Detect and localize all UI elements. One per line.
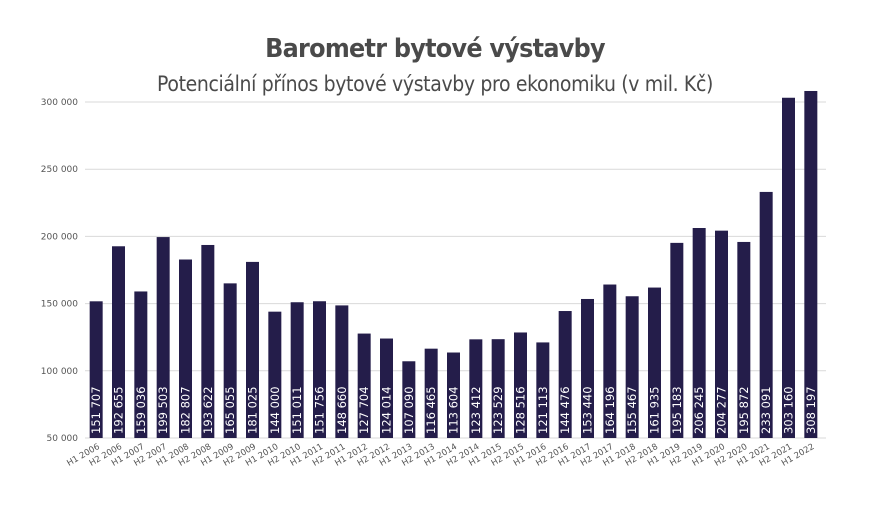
bar-value-label: 123 412	[469, 386, 483, 434]
bar-value-label: 165 055	[223, 386, 237, 434]
value-labels: 151 707 192 655 159 036 199 503 182 807 193 6…	[89, 386, 818, 434]
bar	[313, 301, 326, 438]
bar	[648, 287, 661, 438]
bar	[89, 301, 103, 438]
bar-value-label: 144 476	[558, 386, 572, 434]
bar-value-label: 193 622	[201, 386, 215, 434]
bar	[447, 352, 460, 438]
bar-value-label: 107 090	[402, 386, 416, 434]
bar-value-label: 199 503	[156, 386, 170, 434]
bar	[737, 241, 751, 438]
bar-value-label: 128 516	[514, 386, 528, 434]
bar	[715, 230, 728, 438]
bar	[670, 242, 684, 438]
bar	[268, 311, 282, 438]
bar-value-label: 206 245	[692, 386, 706, 434]
y-tick-label: 150 000	[41, 300, 78, 310]
bar	[402, 361, 416, 438]
bar	[424, 348, 438, 438]
bar-value-label: 144 000	[268, 386, 282, 434]
bar-value-label: 148 660	[335, 386, 349, 434]
bar-value-label: 113 604	[447, 386, 461, 434]
bar	[692, 228, 706, 438]
bar-value-label: 127 704	[357, 386, 371, 434]
bar-value-label: 204 277	[715, 386, 729, 434]
bar	[536, 342, 550, 438]
bar-value-label: 303 160	[782, 386, 796, 434]
bar	[625, 296, 639, 438]
bar-value-label: 116 465	[424, 386, 438, 434]
bar-value-label: 155 467	[625, 386, 639, 434]
y-tick-label: 250 000	[41, 165, 78, 175]
bar	[201, 244, 215, 438]
bar-value-label: 161 935	[648, 386, 662, 434]
bar-value-label: 195 872	[737, 386, 751, 434]
bar-value-label: 123 529	[491, 386, 505, 434]
y-axis-ticks: 50 000 100 000 150 000 200 000 250 000 300 00…	[41, 98, 78, 444]
bar-value-label: 151 756	[313, 386, 327, 434]
bar	[290, 302, 304, 438]
y-tick-label: 300 000	[41, 98, 78, 108]
bars	[89, 90, 818, 439]
bar-value-label: 151 011	[290, 386, 304, 434]
bar-value-label: 233 091	[759, 386, 773, 434]
bar-value-label: 153 440	[581, 386, 595, 434]
bar	[581, 298, 594, 438]
chart-subtitle: Potenciální přínos bytové výstavby pro e…	[156, 72, 713, 96]
bar	[804, 90, 818, 439]
bar-value-label: 182 807	[179, 386, 193, 434]
chart-title: Barometr bytové výstavby	[265, 34, 605, 64]
bar	[759, 191, 773, 438]
bar-value-label: 308 197	[804, 386, 818, 434]
bar	[112, 246, 125, 438]
y-tick-label: 50 000	[47, 434, 79, 444]
bar	[491, 339, 505, 438]
bar	[603, 284, 617, 438]
bar-value-label: 192 655	[112, 386, 126, 434]
bar	[134, 291, 148, 438]
y-tick-label: 200 000	[41, 232, 78, 242]
bar-value-label: 151 707	[89, 386, 103, 434]
bar-value-label: 195 183	[670, 386, 684, 434]
bar	[357, 333, 371, 438]
bar	[179, 259, 192, 438]
bar	[514, 332, 527, 438]
bar-value-label: 121 113	[536, 386, 550, 434]
bar	[335, 305, 349, 438]
bar	[223, 283, 237, 438]
bar	[246, 261, 259, 438]
bar-value-label: 159 036	[134, 386, 148, 434]
bar-value-label: 181 025	[246, 386, 260, 434]
bar	[782, 97, 795, 438]
bar	[469, 339, 483, 438]
bar	[156, 237, 170, 438]
bar-value-label: 124 014	[380, 386, 394, 434]
bar-value-label: 164 196	[603, 386, 617, 434]
bar	[380, 338, 393, 438]
y-tick-label: 100 000	[41, 367, 78, 377]
bar	[558, 311, 572, 438]
